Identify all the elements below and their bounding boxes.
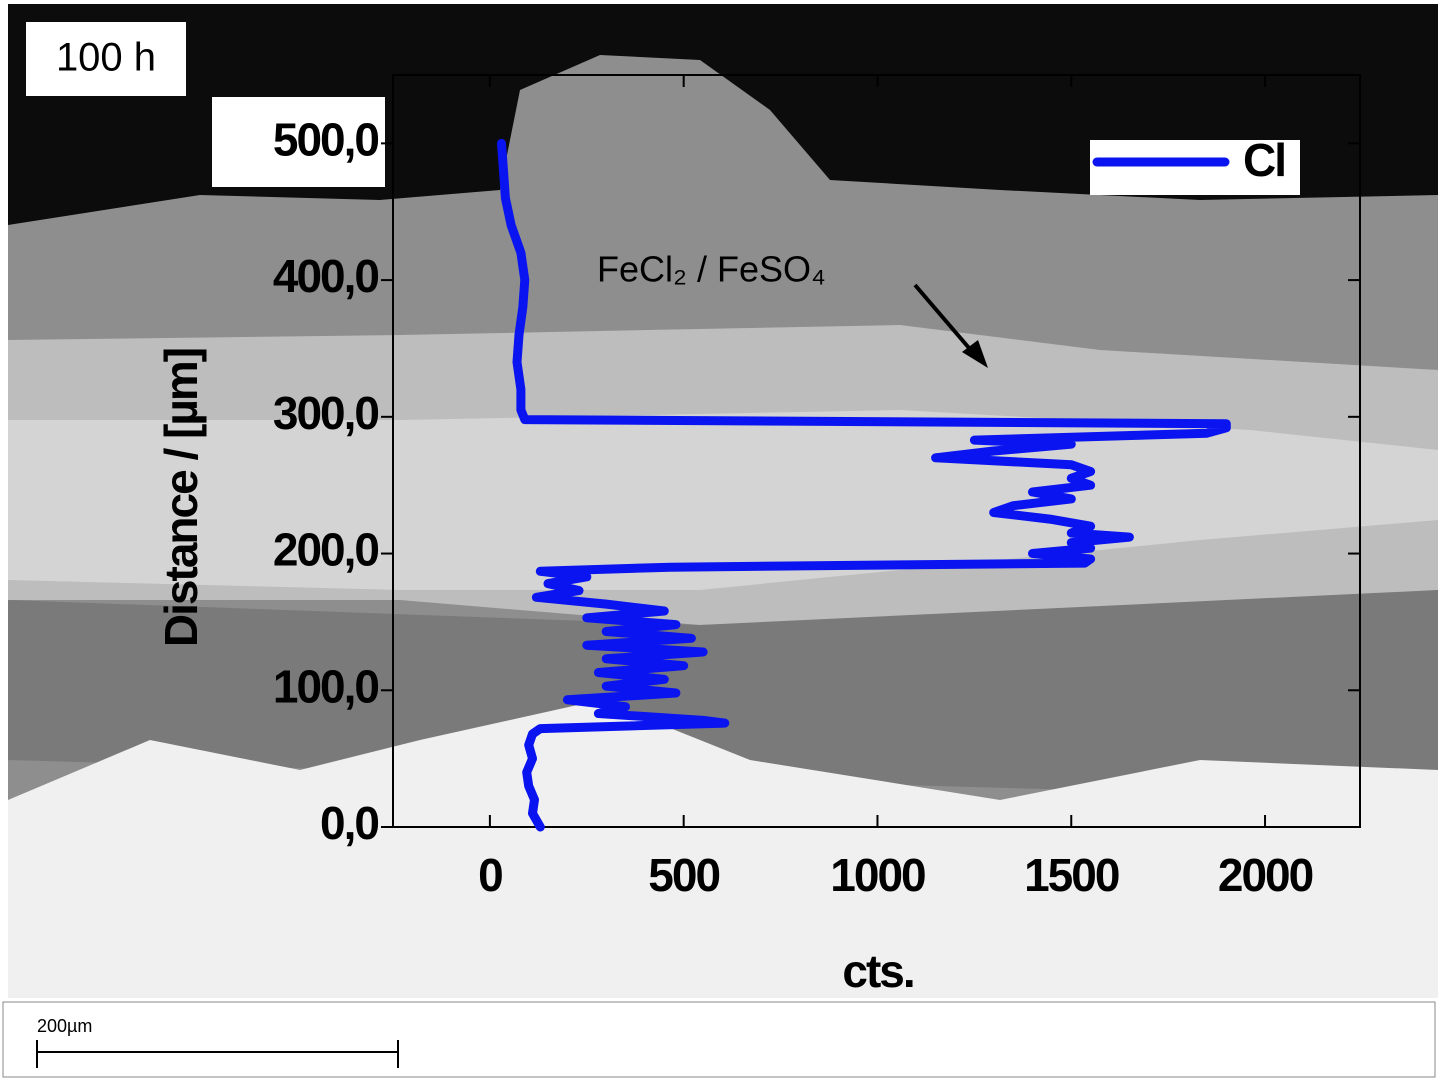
y-tick-label: 100,0 <box>273 660 379 712</box>
y-tick-label: 300,0 <box>273 387 379 439</box>
annotation: FeCl₂ / FeSO₄ <box>597 249 826 290</box>
x-tick-label: 500 <box>648 849 719 901</box>
chart: 200µm 100 h Distance / [µm] cts. FeCl₂ /… <box>0 0 1439 1080</box>
y-tick-label: 0,0 <box>320 797 378 849</box>
legend-label: Cl <box>1243 134 1285 186</box>
x-tick-label: 2000 <box>1218 849 1313 901</box>
y-tick-label: 500,0 <box>273 114 379 166</box>
y-tick-label: 200,0 <box>273 524 379 576</box>
scale-bar-label: 200µm <box>37 1016 92 1036</box>
y-tick-label: 400,0 <box>273 250 379 302</box>
x-tick-label: 1000 <box>830 849 925 901</box>
x-axis-title: cts. <box>842 945 913 997</box>
y-axis-title: Distance / [µm] <box>155 349 207 647</box>
x-tick-label: 0 <box>478 849 502 901</box>
sample-label: 100 h <box>56 36 156 80</box>
info-bar <box>0 998 1439 1080</box>
x-tick-label: 1500 <box>1024 849 1119 901</box>
